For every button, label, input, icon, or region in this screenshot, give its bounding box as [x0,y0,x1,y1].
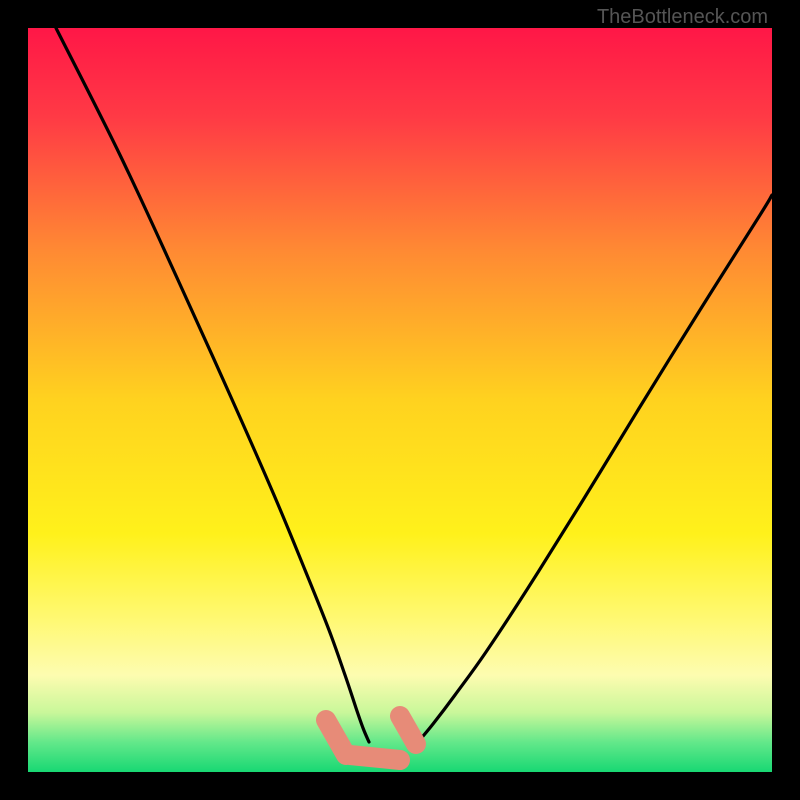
valley-blobs-svg [0,0,800,800]
chart-stage: TheBottleneck.com [0,0,800,800]
valley-blobs [0,0,800,800]
valley-blob-2 [400,716,416,744]
watermark-text: TheBottleneck.com [597,6,768,29]
valley-blob-1 [350,755,400,760]
